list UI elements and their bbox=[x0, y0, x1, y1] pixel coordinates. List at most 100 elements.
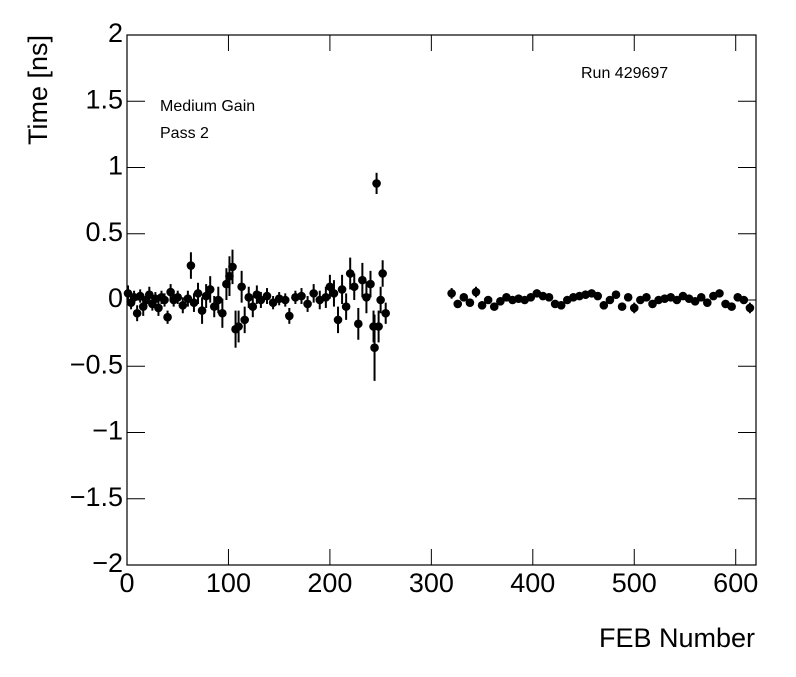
point bbox=[715, 289, 724, 298]
point bbox=[366, 279, 375, 289]
point bbox=[496, 297, 505, 306]
y-axis-label: Time [ns] bbox=[23, 35, 53, 145]
point bbox=[154, 303, 163, 313]
point bbox=[690, 297, 700, 306]
point bbox=[209, 302, 219, 311]
point bbox=[471, 287, 481, 297]
x-tick-label: 200 bbox=[307, 568, 352, 598]
point bbox=[459, 293, 469, 302]
point bbox=[381, 308, 391, 318]
point bbox=[303, 299, 312, 309]
x-tick-label: 500 bbox=[612, 568, 657, 598]
y-tick-label: 1.5 bbox=[85, 84, 123, 114]
point bbox=[205, 285, 215, 294]
point bbox=[599, 301, 609, 310]
x-tick-label: 0 bbox=[119, 568, 134, 598]
y-tick-label: −0.5 bbox=[70, 349, 123, 379]
point bbox=[237, 282, 246, 292]
point bbox=[370, 343, 379, 353]
point bbox=[214, 295, 223, 305]
point bbox=[186, 261, 196, 270]
point bbox=[354, 319, 363, 329]
point bbox=[372, 179, 381, 188]
point bbox=[465, 298, 475, 307]
point bbox=[593, 291, 603, 301]
point bbox=[617, 302, 627, 311]
point bbox=[376, 295, 385, 305]
point bbox=[183, 294, 193, 303]
point bbox=[477, 301, 487, 310]
point bbox=[297, 291, 306, 301]
point bbox=[544, 293, 554, 302]
y-tick-label: 1 bbox=[108, 151, 123, 181]
point bbox=[623, 293, 633, 302]
point bbox=[163, 312, 172, 322]
point bbox=[218, 308, 227, 318]
point bbox=[333, 315, 343, 325]
point bbox=[228, 262, 237, 272]
point bbox=[642, 293, 651, 302]
point bbox=[341, 302, 351, 311]
point bbox=[453, 299, 463, 309]
point bbox=[309, 289, 318, 298]
point bbox=[447, 289, 456, 298]
x-tick-label: 400 bbox=[510, 568, 555, 598]
y-tick-label: −2 bbox=[92, 548, 123, 578]
x-tick-label: 300 bbox=[409, 568, 454, 598]
point bbox=[345, 269, 355, 278]
point bbox=[329, 289, 339, 298]
point bbox=[358, 275, 367, 285]
point bbox=[280, 295, 290, 305]
annotation: Pass 2 bbox=[160, 125, 209, 142]
point bbox=[244, 293, 254, 302]
x-tick-label: 100 bbox=[206, 568, 251, 598]
point bbox=[526, 293, 536, 302]
y-tick-label: −1.5 bbox=[70, 482, 123, 512]
point bbox=[160, 295, 169, 305]
point bbox=[483, 295, 493, 305]
point bbox=[240, 315, 249, 325]
point bbox=[696, 293, 706, 302]
y-tick-label: 0 bbox=[108, 283, 123, 313]
point bbox=[727, 302, 736, 311]
point bbox=[374, 322, 383, 331]
point bbox=[268, 298, 278, 307]
y-tick-label: −1 bbox=[92, 416, 123, 446]
point bbox=[378, 269, 387, 278]
point bbox=[739, 295, 749, 305]
point bbox=[489, 302, 499, 311]
point bbox=[629, 303, 639, 313]
point bbox=[611, 290, 621, 300]
point bbox=[173, 293, 183, 302]
x-axis-label: FEB Number bbox=[599, 623, 755, 653]
point bbox=[256, 295, 266, 305]
point bbox=[325, 282, 335, 292]
point bbox=[349, 282, 359, 292]
point bbox=[262, 291, 272, 301]
point bbox=[178, 301, 188, 310]
x-tick-label: 600 bbox=[713, 568, 758, 598]
annotation: Run 429697 bbox=[581, 65, 668, 82]
point bbox=[605, 295, 615, 305]
point bbox=[197, 306, 207, 315]
point bbox=[703, 298, 712, 307]
point bbox=[189, 298, 199, 307]
y-tick-label: 2 bbox=[108, 18, 123, 48]
point bbox=[201, 291, 211, 301]
point bbox=[123, 289, 133, 298]
point bbox=[648, 299, 657, 309]
point bbox=[745, 303, 755, 313]
point bbox=[234, 322, 243, 331]
point bbox=[285, 311, 294, 321]
point bbox=[248, 302, 258, 311]
y-tick-label: 0.5 bbox=[85, 217, 123, 247]
point bbox=[145, 290, 154, 300]
annotation: Medium Gain bbox=[160, 98, 255, 115]
point bbox=[556, 301, 566, 310]
point bbox=[337, 285, 347, 294]
point bbox=[193, 289, 203, 298]
point bbox=[362, 293, 371, 302]
point bbox=[132, 308, 142, 318]
point bbox=[672, 295, 682, 305]
